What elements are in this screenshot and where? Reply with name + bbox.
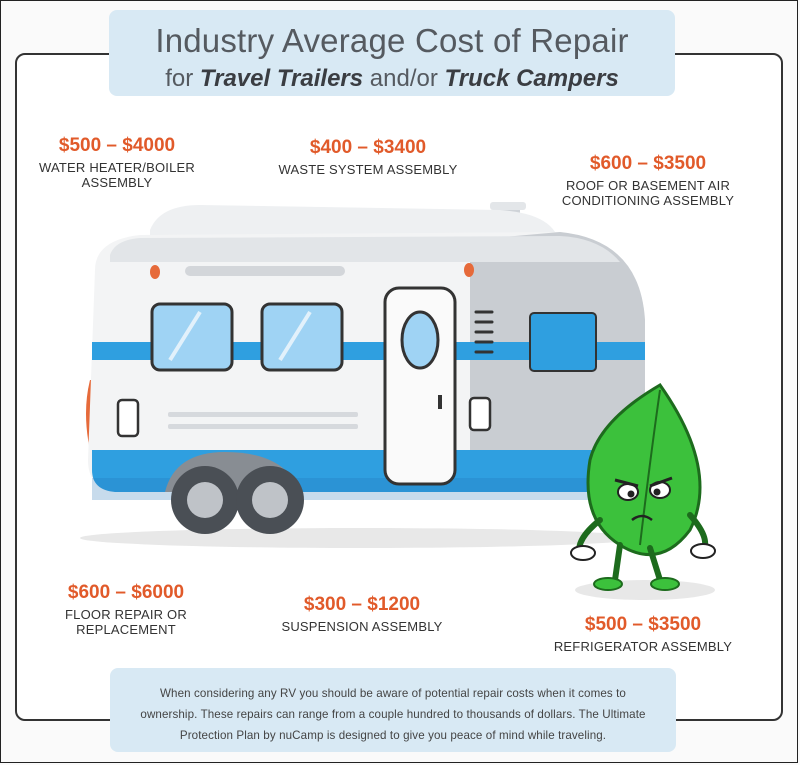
cost-desc-line1: FLOOR REPAIR OR	[65, 607, 187, 622]
cost-desc-line1: SUSPENSION ASSEMBLY	[281, 619, 443, 634]
cost-price: $400 – $3400	[309, 137, 427, 158]
cost-desc-line1: REFRIGERATOR ASSEMBLY	[553, 639, 733, 654]
cost-desc-line2: CONDITIONING ASSEMBLY	[561, 193, 735, 208]
leaf-mascot-illustration	[570, 383, 716, 600]
cost-desc-line1: WASTE SYSTEM ASSEMBLY	[278, 162, 458, 177]
cost-floor-repair: $600 – $6000 FLOOR REPAIR OR REPLACEMENT	[36, 582, 216, 637]
cost-suspension: $300 – $1200 SUSPENSION ASSEMBLY	[272, 594, 452, 634]
cost-waste-system: $400 – $3400 WASTE SYSTEM ASSEMBLY	[270, 137, 466, 177]
cost-water-heater: $500 – $4000 WATER HEATER/BOILER ASSEMBL…	[22, 135, 212, 190]
info-panel: When considering any RV you should be aw…	[110, 668, 676, 752]
cost-desc-line2: REPLACEMENT	[76, 622, 176, 637]
title-banner: Industry Average Cost of Repair for Trav…	[109, 10, 675, 96]
page-title: Industry Average Cost of Repair	[155, 22, 629, 59]
cost-refrigerator: $500 – $3500 REFRIGERATOR ASSEMBLY	[548, 614, 738, 654]
page-subtitle: for Travel Trailers and/or Truck Campers	[165, 65, 619, 92]
cost-desc-line1: ROOF OR BASEMENT AIR	[565, 178, 731, 193]
cost-air-conditioning: $600 – $3500 ROOF OR BASEMENT AIR CONDIT…	[550, 153, 746, 208]
cost-price: $300 – $1200	[303, 594, 421, 615]
cost-desc-line2: ASSEMBLY	[81, 175, 153, 190]
cost-price: $600 – $3500	[589, 153, 707, 174]
cost-price: $600 – $6000	[67, 582, 185, 603]
cost-desc-line1: WATER HEATER/BOILER	[39, 160, 195, 175]
cost-price: $500 – $4000	[58, 135, 176, 156]
info-text: When considering any RV you should be aw…	[140, 687, 646, 742]
cost-price: $500 – $3500	[584, 614, 702, 635]
